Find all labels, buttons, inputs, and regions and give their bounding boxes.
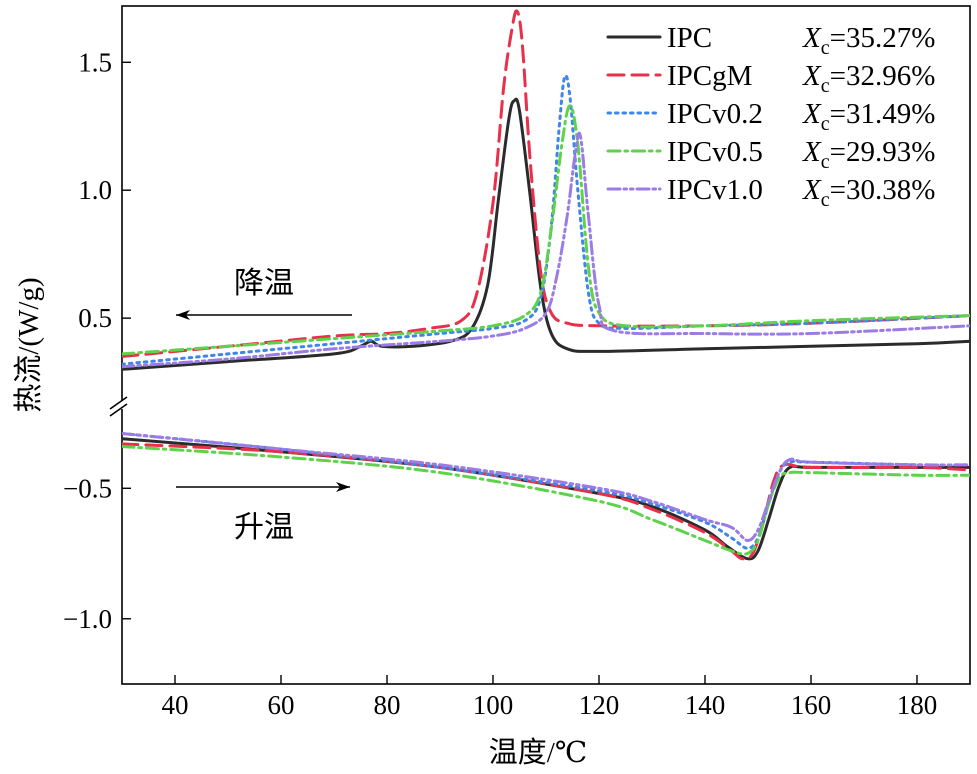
x-tick-label: 120 [579, 690, 620, 720]
legend-label: IPCgM [667, 60, 752, 92]
legend-label: IPC [667, 22, 712, 54]
x-axis-label: 温度/℃ [489, 736, 588, 769]
axis-break-gap [116, 401, 128, 409]
x-tick-label: 80 [374, 690, 401, 720]
series-ipcv0-2-cooling-line [122, 74, 970, 366]
y-axis-label: 热流/(W/g) [12, 277, 45, 412]
legend-crystallinity: Xc=29.93% [802, 136, 935, 173]
legend-crystallinity: Xc=32.96% [802, 60, 935, 97]
x-tick-label: 100 [473, 690, 514, 720]
legend-crystallinity: Xc=31.49% [802, 98, 935, 135]
legend-label: IPCv0.2 [667, 98, 763, 130]
x-tick-label: 180 [897, 690, 938, 720]
series-ipc-cooling-line [122, 97, 970, 371]
legend-crystallinity: Xc=30.38% [802, 174, 935, 211]
series-ipcv1-0-heating-line [122, 432, 970, 542]
axis-break-mark [109, 403, 128, 417]
series-ipcv0-5-heating-line [122, 445, 970, 556]
y-tick-label: 0.5 [78, 303, 112, 333]
series-ipcv0-5-cooling-line [122, 104, 970, 356]
series-ipcv1-0-cooling-line [122, 131, 970, 369]
cooling-arrow-label: 降温 [234, 267, 294, 300]
y-tick-label: 1.5 [78, 47, 112, 77]
legend-label: IPCv0.5 [667, 136, 763, 168]
series-ipcgm-heating-line [122, 442, 970, 561]
x-tick-label: 140 [685, 690, 726, 720]
legend-crystallinity: Xc=35.27% [802, 22, 935, 59]
cooling-arrow-head [176, 310, 190, 320]
heating-arrow-label: 升温 [234, 511, 294, 544]
y-tick-label: −1.0 [63, 604, 112, 634]
axis-break-mark [109, 396, 128, 410]
heating-arrow-head [336, 482, 350, 492]
legend-label: IPCv1.0 [667, 174, 763, 206]
y-tick-label: −0.5 [63, 473, 112, 503]
x-tick-label: 60 [268, 690, 295, 720]
y-tick-label: 1.0 [78, 175, 112, 205]
x-tick-label: 160 [791, 690, 832, 720]
x-tick-label: 40 [162, 690, 189, 720]
plot-frame [121, 5, 971, 685]
